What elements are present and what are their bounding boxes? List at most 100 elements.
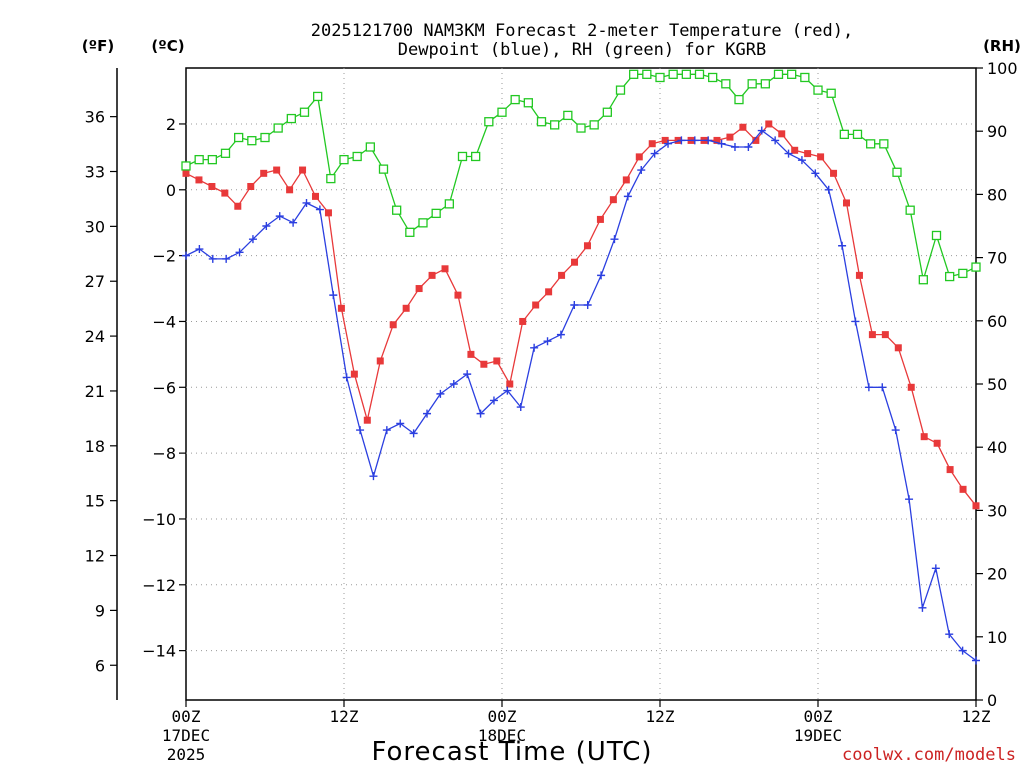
fahrenheit-tick-label: 21 xyxy=(85,382,105,401)
dewpoint-point xyxy=(342,373,351,382)
rh-tick-label: 10 xyxy=(987,628,1007,647)
rh-tick-label: 20 xyxy=(987,565,1007,584)
dewpoint-point xyxy=(864,383,873,392)
rh-point xyxy=(945,271,955,282)
temperature-point xyxy=(635,153,643,161)
rh-tick-label: 90 xyxy=(987,122,1007,141)
dewpoint-point xyxy=(972,656,980,665)
rh-point xyxy=(247,136,257,146)
dewpoint-point xyxy=(396,419,405,428)
temperature-point xyxy=(195,176,203,184)
rh-point xyxy=(286,113,296,124)
temperature-point xyxy=(545,288,553,296)
dewpoint-point xyxy=(945,630,954,639)
rh-tick-label: 70 xyxy=(987,249,1007,268)
rh-point xyxy=(918,275,928,285)
chart-title-line1: 2025121700 NAM3KM Forecast 2-meter Tempe… xyxy=(311,21,853,41)
dewpoint-point xyxy=(704,136,713,145)
dewpoint-point xyxy=(637,166,646,175)
temperature-point xyxy=(946,466,954,474)
dewpoint-point xyxy=(851,317,860,326)
dewpoint-point xyxy=(771,136,780,145)
rh-point xyxy=(220,148,231,158)
time-tick-label: 00Z xyxy=(172,707,201,726)
temperature-point xyxy=(571,258,579,266)
dewpoint-point xyxy=(784,149,793,158)
celsius-unit-label: (ºC) xyxy=(151,37,184,55)
rh-point xyxy=(444,199,454,209)
rh-point xyxy=(194,154,204,165)
date-tick-label: 18DEC xyxy=(478,726,526,745)
rh-point xyxy=(260,132,270,143)
temperature-point xyxy=(739,123,747,131)
rh-point xyxy=(773,69,784,79)
temperature-point xyxy=(441,265,449,273)
temperature-point xyxy=(299,166,307,174)
rh-point xyxy=(431,208,441,219)
dewpoint-point xyxy=(289,218,298,227)
rh-point xyxy=(800,72,810,83)
temperature-point xyxy=(881,331,889,339)
temperature-point xyxy=(234,202,242,210)
dewpoint-point xyxy=(476,409,485,418)
rh-point xyxy=(313,91,323,102)
rh-point xyxy=(497,107,507,117)
dewpoint-point xyxy=(664,139,673,148)
dewpoint-point xyxy=(878,383,887,392)
rh-point xyxy=(484,117,494,127)
dewpoint-point xyxy=(570,301,579,309)
rh-point xyxy=(299,107,310,117)
dewpoint-point xyxy=(623,192,632,201)
fahrenheit-tick-label: 30 xyxy=(85,217,105,236)
dewpoint-point xyxy=(356,426,365,435)
dewpoint-point xyxy=(222,254,231,263)
rh-tick-label: 50 xyxy=(987,375,1007,394)
temperature-point xyxy=(855,271,863,279)
time-tick-label: 12Z xyxy=(646,707,675,726)
rh-point xyxy=(602,107,612,117)
temperature-point xyxy=(221,189,229,197)
rh-point xyxy=(405,227,415,237)
rh-point xyxy=(523,98,533,108)
time-tick-label: 00Z xyxy=(804,707,833,726)
rh-tick-label: 60 xyxy=(987,312,1007,331)
fahrenheit-tick-label: 15 xyxy=(85,492,105,511)
rh-point xyxy=(378,164,389,174)
rh-tick-label: 30 xyxy=(987,501,1007,520)
celsius-tick-label: −4 xyxy=(152,312,176,331)
dewpoint-point xyxy=(730,143,739,151)
temperature-point xyxy=(596,215,604,223)
dewpoint-point xyxy=(690,136,699,145)
dewpoint-point xyxy=(235,248,244,257)
rh-point xyxy=(668,69,678,79)
rh-point xyxy=(971,262,981,272)
dewpoint-point xyxy=(650,149,659,158)
temperature-point xyxy=(830,169,838,177)
temperature-point xyxy=(765,120,773,128)
rh-point xyxy=(576,123,586,133)
dewpoint-point xyxy=(409,429,418,438)
dewpoint-point xyxy=(382,426,391,435)
chart-title-line2: Dewpoint (blue), RH (green) for KGRB xyxy=(398,40,766,60)
dewpoint-point xyxy=(489,396,498,405)
fahrenheit-tick-label: 33 xyxy=(85,163,105,182)
rh-point xyxy=(694,69,705,79)
rh-tick-label: 80 xyxy=(987,185,1007,204)
dewpoint-point xyxy=(757,126,766,135)
dewpoint-point xyxy=(449,380,458,388)
celsius-tick-label: −12 xyxy=(142,576,176,595)
temperature-series-line xyxy=(185,123,977,507)
temperature-point xyxy=(558,271,566,279)
dewpoint-point xyxy=(905,495,914,504)
dewpoint-point xyxy=(891,426,900,435)
date-tick-label: 17DEC xyxy=(162,726,210,745)
fahrenheit-tick-label: 27 xyxy=(85,272,105,291)
temperature-point xyxy=(493,357,501,365)
dewpoint-point xyxy=(958,646,967,655)
dewpoint-point xyxy=(838,241,847,250)
temperature-point xyxy=(350,370,358,378)
temperature-point xyxy=(324,209,332,217)
temperature-point xyxy=(376,357,384,365)
rh-point xyxy=(550,120,560,130)
dewpoint-point xyxy=(262,222,271,230)
